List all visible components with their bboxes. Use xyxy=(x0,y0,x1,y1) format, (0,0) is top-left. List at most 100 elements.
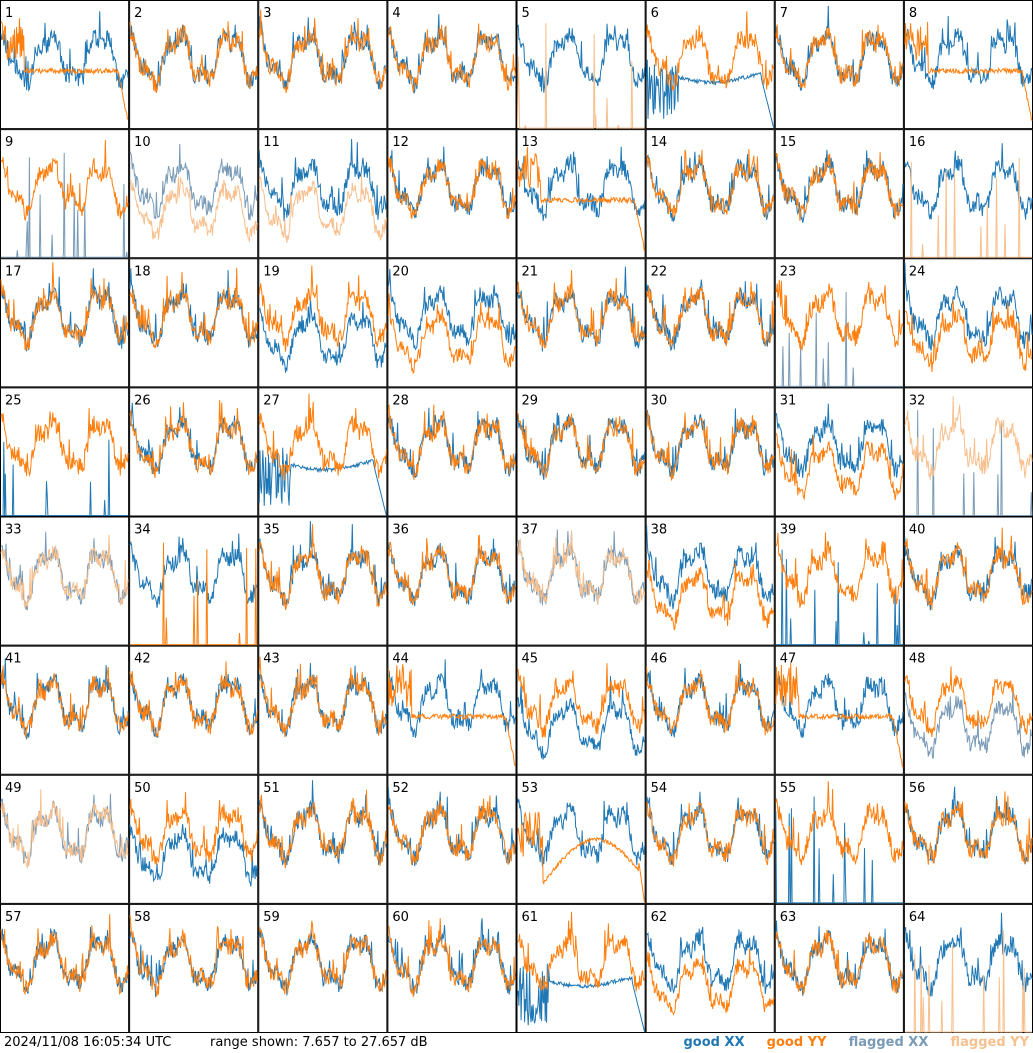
series-xx xyxy=(258,138,387,222)
series-xx xyxy=(0,268,129,352)
series-yy xyxy=(904,21,1033,121)
panel-frame xyxy=(516,516,646,646)
panel-37: 37 xyxy=(516,516,646,646)
series-yy xyxy=(387,534,516,606)
panel-frame xyxy=(0,903,130,1033)
panel-16: 16 xyxy=(903,129,1033,259)
series-yy xyxy=(775,24,904,88)
panel-41: 41 xyxy=(0,645,130,775)
panel-label: 11 xyxy=(263,135,280,150)
series-yy xyxy=(646,410,775,481)
series-yy xyxy=(129,661,258,738)
panel-57: 57 xyxy=(0,903,130,1033)
series-xx xyxy=(517,23,646,93)
panel-58: 58 xyxy=(129,903,259,1033)
panel-label: 43 xyxy=(263,652,280,667)
panel-48: 48 xyxy=(903,645,1033,775)
panel-47: 47 xyxy=(774,645,904,775)
panel-21: 21 xyxy=(516,258,646,388)
panel-frame xyxy=(387,258,517,388)
series-xx xyxy=(129,143,258,221)
panel-frame xyxy=(387,774,517,904)
series-xx xyxy=(904,912,1033,997)
panel-63: 63 xyxy=(774,903,904,1033)
panel-label: 36 xyxy=(392,523,409,538)
panel-frame xyxy=(516,774,646,904)
panel-23: 23 xyxy=(774,258,904,388)
series-xx xyxy=(129,931,258,998)
panel-frame xyxy=(516,645,646,775)
panel-31: 31 xyxy=(774,387,904,517)
panel-label: 24 xyxy=(909,264,926,279)
panel-39: 39 xyxy=(774,516,904,646)
panel-22: 22 xyxy=(645,258,775,388)
series-yy xyxy=(129,176,258,243)
series-xx xyxy=(775,403,904,478)
footer: 2024/11/08 16:05:34 UTC range shown: 7.6… xyxy=(0,1033,1033,1053)
panel-label: 6 xyxy=(651,6,659,21)
series-yy xyxy=(130,542,258,646)
panel-label: 26 xyxy=(134,393,151,408)
series-xx xyxy=(646,524,775,610)
panel-15: 15 xyxy=(774,129,904,259)
legend: good XX good YY flagged XX flagged YY xyxy=(665,1033,1029,1053)
panel-frame xyxy=(774,903,904,1033)
series-xx xyxy=(258,297,387,373)
panel-34: 34 xyxy=(129,516,259,646)
panel-33: 33 xyxy=(0,516,130,646)
legend-good-xx: good XX xyxy=(683,1035,745,1050)
panel-8: 8 xyxy=(903,0,1033,130)
panel-label: 45 xyxy=(522,652,539,667)
panel-label: 25 xyxy=(5,393,22,408)
series-xx xyxy=(775,149,904,223)
panel-frame xyxy=(258,645,388,775)
series-xx xyxy=(517,797,646,867)
panel-50: 50 xyxy=(129,774,259,904)
panel-4: 4 xyxy=(387,0,517,130)
panel-42: 42 xyxy=(129,645,259,775)
series-xx xyxy=(646,926,775,995)
series-yy xyxy=(904,930,1032,1033)
panel-label: 10 xyxy=(134,135,151,150)
series-yy xyxy=(775,781,904,866)
panel-label: 22 xyxy=(651,264,668,279)
panel-label: 30 xyxy=(651,393,668,408)
panel-label: 44 xyxy=(392,652,409,667)
panel-label: 33 xyxy=(5,523,22,538)
panel-45: 45 xyxy=(516,645,646,775)
panel-59: 59 xyxy=(258,903,388,1033)
series-yy xyxy=(904,396,1033,480)
panel-frame xyxy=(0,774,130,904)
panel-frame xyxy=(516,387,646,517)
series-xx xyxy=(904,690,1033,759)
panel-label: 12 xyxy=(392,135,409,150)
series-xx xyxy=(775,291,903,387)
series-xx xyxy=(904,15,1033,90)
panel-label: 20 xyxy=(392,264,409,279)
panel-56: 56 xyxy=(903,774,1033,904)
panel-label: 32 xyxy=(909,393,926,408)
panel-label: 51 xyxy=(263,781,280,796)
series-xx xyxy=(646,151,775,223)
panel-label: 48 xyxy=(909,652,926,667)
series-yy xyxy=(775,279,904,352)
panel-label: 37 xyxy=(522,523,539,538)
panel-64: 64 xyxy=(903,903,1033,1033)
panel-44: 44 xyxy=(387,645,517,775)
panel-40: 40 xyxy=(903,516,1033,646)
panel-frame xyxy=(516,129,646,259)
series-xx xyxy=(775,549,903,646)
panel-frame xyxy=(258,258,388,388)
series-yy xyxy=(904,666,1033,737)
panel-label: 1 xyxy=(5,6,13,21)
panel-frame xyxy=(387,0,517,130)
series-xx xyxy=(387,538,516,607)
series-xx xyxy=(517,963,646,1033)
series-yy xyxy=(775,532,904,608)
series-yy xyxy=(387,404,516,480)
series-yy xyxy=(904,158,1032,258)
panel-frame xyxy=(645,387,775,517)
series-xx xyxy=(904,536,1033,611)
panel-3: 3 xyxy=(258,0,388,130)
